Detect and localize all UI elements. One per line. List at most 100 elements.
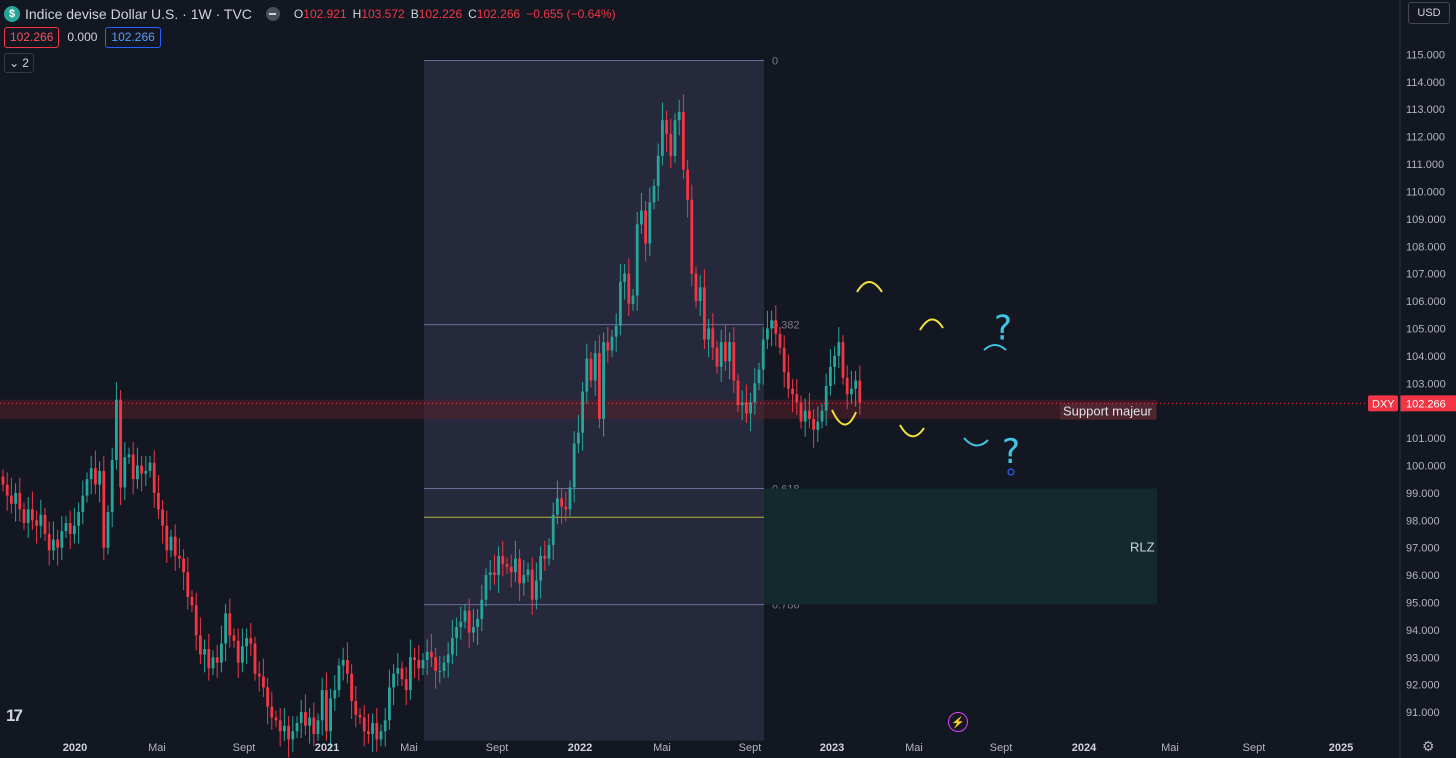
candle-body[interactable]: [358, 714, 362, 718]
candle-body[interactable]: [648, 202, 652, 244]
candle-body[interactable]: [10, 495, 13, 504]
candle-body[interactable]: [455, 627, 458, 639]
candle-body[interactable]: [518, 558, 521, 584]
swing-arc-drawing[interactable]: [856, 281, 883, 293]
candle-body[interactable]: [770, 320, 773, 329]
candle-body[interactable]: [329, 698, 332, 732]
candle-body[interactable]: [207, 649, 211, 669]
candle-body[interactable]: [484, 575, 488, 600]
candle-body[interactable]: [362, 717, 366, 732]
tradingview-logo[interactable]: 17: [6, 706, 23, 725]
candle-body[interactable]: [501, 555, 505, 565]
candle-body[interactable]: [278, 720, 282, 732]
candle-body[interactable]: [719, 342, 723, 367]
candle-body[interactable]: [245, 638, 248, 647]
candle-body[interactable]: [761, 339, 765, 370]
candle-body[interactable]: [430, 651, 433, 658]
candle-body[interactable]: [140, 465, 143, 474]
candle-body[interactable]: [18, 492, 22, 510]
candle-body[interactable]: [232, 635, 236, 641]
candle-body[interactable]: [295, 723, 299, 732]
candle-body[interactable]: [186, 572, 190, 597]
candle-body[interactable]: [467, 610, 471, 633]
collapse-legend-icon[interactable]: [265, 7, 280, 21]
candle-body[interactable]: [312, 717, 316, 734]
symbol-title[interactable]: Indice devise Dollar U.S. · 1W · TVC: [25, 6, 252, 22]
candle-body[interactable]: [724, 342, 727, 362]
gear-icon[interactable]: ⚙: [1422, 738, 1435, 754]
candle-body[interactable]: [463, 610, 467, 622]
candle-body[interactable]: [757, 369, 761, 384]
candle-body[interactable]: [841, 342, 845, 378]
candle-body[interactable]: [102, 470, 106, 548]
candle-body[interactable]: [480, 599, 484, 619]
candle-body[interactable]: [26, 509, 30, 524]
candle-body[interactable]: [77, 512, 80, 526]
candle-body[interactable]: [94, 468, 97, 485]
candle-body[interactable]: [589, 358, 593, 381]
candle-body[interactable]: [287, 725, 290, 740]
candle-body[interactable]: [388, 687, 391, 721]
question-mark-annotation[interactable]: ?: [1002, 432, 1020, 472]
candle-body[interactable]: [816, 421, 820, 430]
candle-body[interactable]: [623, 273, 626, 282]
candle-body[interactable]: [211, 657, 215, 669]
candle-body[interactable]: [749, 402, 752, 414]
candle-body[interactable]: [5, 484, 9, 496]
projection-arc-drawing[interactable]: [963, 437, 989, 447]
candle-body[interactable]: [333, 690, 337, 699]
candle-body[interactable]: [325, 690, 328, 732]
candle-body[interactable]: [497, 555, 500, 576]
candle-body[interactable]: [341, 660, 345, 666]
swing-arc-drawing[interactable]: [831, 409, 857, 426]
candle-body[interactable]: [698, 287, 702, 302]
buy-price-box[interactable]: 102.266: [105, 27, 161, 48]
candle-body[interactable]: [854, 380, 857, 389]
candle-body[interactable]: [131, 454, 135, 480]
candle-body[interactable]: [115, 399, 118, 460]
swing-arc-drawing[interactable]: [919, 318, 944, 331]
candle-body[interactable]: [631, 295, 635, 304]
candle-body[interactable]: [547, 544, 551, 559]
dollar-icon[interactable]: $: [4, 6, 20, 22]
candle-body[interactable]: [610, 336, 614, 351]
candle-body[interactable]: [488, 572, 492, 576]
candle-body[interactable]: [199, 635, 202, 655]
candle-body[interactable]: [396, 668, 400, 674]
candle-body[interactable]: [392, 673, 395, 688]
candle-body[interactable]: [119, 399, 122, 488]
candle-body[interactable]: [526, 569, 530, 576]
candle-body[interactable]: [438, 670, 442, 672]
candle-body[interactable]: [228, 613, 232, 636]
candle-body[interactable]: [157, 492, 160, 510]
candle-body[interactable]: [728, 342, 731, 362]
candle-body[interactable]: [509, 566, 513, 573]
candle-body[interactable]: [337, 665, 341, 691]
candle-body[interactable]: [829, 366, 832, 386]
currency-select[interactable]: USD: [1408, 2, 1450, 24]
candle-body[interactable]: [690, 199, 694, 274]
candle-body[interactable]: [602, 342, 605, 419]
candle-body[interactable]: [539, 555, 542, 581]
candle-body[interactable]: [493, 572, 496, 576]
candle-body[interactable]: [52, 539, 55, 551]
candle-body[interactable]: [640, 210, 643, 225]
candle-body[interactable]: [308, 717, 311, 726]
projection-arc-drawing[interactable]: [983, 344, 1007, 351]
candle-body[interactable]: [417, 660, 421, 669]
candle-body[interactable]: [606, 342, 610, 351]
candle-body[interactable]: [535, 580, 538, 600]
candle-body[interactable]: [152, 462, 156, 493]
candle-body[interactable]: [850, 388, 853, 395]
candle-body[interactable]: [644, 210, 647, 244]
candle-body[interactable]: [669, 133, 673, 156]
swing-arc-drawing[interactable]: [899, 424, 925, 438]
candle-body[interactable]: [291, 731, 295, 740]
candle-body[interactable]: [774, 320, 778, 334]
candle-body[interactable]: [677, 111, 681, 121]
candle-body[interactable]: [556, 498, 559, 515]
candle-body[interactable]: [136, 465, 139, 480]
candle-body[interactable]: [194, 605, 198, 636]
candle-body[interactable]: [39, 514, 43, 526]
